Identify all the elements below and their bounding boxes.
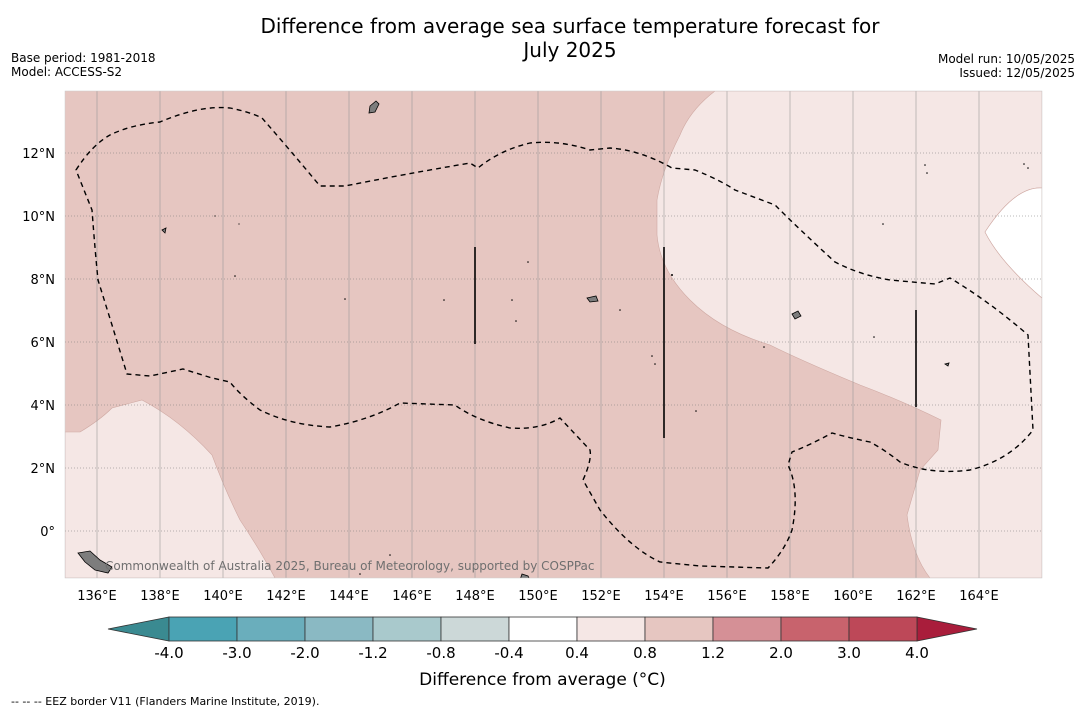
meridian-gridlines <box>96 91 980 578</box>
lat-label: 10°N <box>22 210 55 225</box>
eez-borders <box>75 106 1034 569</box>
lat-label: 4°N <box>31 399 56 414</box>
lon-label: 148°E <box>455 589 495 604</box>
colorbar-title: Difference from average (°C) <box>419 670 666 690</box>
lon-label: 146°E <box>392 589 432 604</box>
island-kosrae <box>944 362 950 367</box>
island-palau-north <box>161 227 167 234</box>
colorbar-segment <box>644 616 714 642</box>
colorbar-tick-label: -0.4 <box>494 644 523 662</box>
atolls <box>214 163 1029 575</box>
latitude-labels: 12°N 10°N 8°N 6°N 4°N 2°N 0° <box>22 147 55 540</box>
lon-label: 162°E <box>896 589 936 604</box>
map-frame <box>64 90 1043 579</box>
lon-label: 164°E <box>959 589 999 604</box>
no-data-patch <box>984 187 1042 299</box>
model-name-text: Model: ACCESS-S2 <box>11 65 123 79</box>
model-info: Base period: 1981-2018 Model: ACCESS-S2 <box>11 51 156 79</box>
lon-label: 136°E <box>77 589 117 604</box>
colorbar-over-arrow <box>916 616 978 642</box>
colorbar-ticks: -4.0 -3.0 -2.0 -1.2 -0.8 -0.4 0.4 0.8 1.2 2.0 3.0 4… <box>154 644 929 662</box>
colorbar-segment <box>576 616 646 642</box>
colorbar-segment <box>440 616 510 642</box>
colorbar-tick-label: -4.0 <box>154 644 183 662</box>
colorbar-segment <box>712 616 782 642</box>
island-guam-area <box>368 100 380 114</box>
run-info: Model run: 10/05/2025 Issued: 12/05/2025 <box>938 52 1075 80</box>
colorbar-tick-label: 1.2 <box>701 644 725 662</box>
lon-label: 144°E <box>329 589 369 604</box>
lat-label: 8°N <box>31 273 56 288</box>
parallel-gridlines <box>65 152 1042 532</box>
colorbar-segment <box>780 616 850 642</box>
lat-label: 12°N <box>22 147 55 162</box>
colorbar-tick-label: 2.0 <box>769 644 793 662</box>
colorbar-tick-label: -0.8 <box>426 644 455 662</box>
colorbar-segments <box>168 616 918 642</box>
lon-label: 160°E <box>833 589 873 604</box>
colorbar-tick-label: 0.4 <box>565 644 589 662</box>
island-new-guinea-coast <box>77 550 113 574</box>
eez-border-micronesia <box>75 106 1034 569</box>
island-new-ireland <box>520 573 530 578</box>
colorbar-segment <box>848 616 918 642</box>
anomaly-region-southwest-0-4-to-0-8 <box>65 399 276 578</box>
islands <box>77 100 950 578</box>
colorbar: -4.0 -3.0 -2.0 -1.2 -0.8 -0.4 0.4 0.8 1.2 2.0 3.0 4… <box>107 616 978 662</box>
island-chuuk <box>586 295 599 303</box>
colorbar-tick-label: 4.0 <box>905 644 929 662</box>
lon-label: 140°E <box>203 589 243 604</box>
colorbar-tick-label: -1.2 <box>358 644 387 662</box>
issued-text: Issued: 12/05/2025 <box>959 66 1075 80</box>
colorbar-tick-label: -3.0 <box>222 644 251 662</box>
lat-label: 0° <box>40 525 55 540</box>
base-period-text: Base period: 1981-2018 <box>11 51 156 65</box>
lon-label: 138°E <box>140 589 180 604</box>
colorbar-tick-label: -2.0 <box>290 644 319 662</box>
colorbar-segment <box>236 616 306 642</box>
lon-label: 154°E <box>644 589 684 604</box>
map-title-line2: July 2025 <box>523 38 617 62</box>
map-title-line1: Difference from average sea surface temp… <box>260 14 880 38</box>
island-pohnpei <box>791 310 802 320</box>
lon-label: 142°E <box>266 589 306 604</box>
lon-label: 156°E <box>707 589 747 604</box>
lon-label: 158°E <box>770 589 810 604</box>
longitude-labels: 136°E 138°E 140°E 142°E 144°E 146°E 148°… <box>77 589 999 604</box>
colorbar-segment <box>304 616 374 642</box>
colorbar-segment <box>508 616 578 642</box>
lon-label: 150°E <box>518 589 558 604</box>
boundary-segments <box>474 247 917 438</box>
lon-label: 152°E <box>581 589 621 604</box>
map-area: Commonwealth of Australia 2025, Bureau o… <box>65 91 1042 578</box>
colorbar-tick-label: 0.8 <box>633 644 657 662</box>
eez-footnote: -- -- -- EEZ border V11 (Flanders Marine… <box>11 695 320 708</box>
colorbar-segment <box>168 616 238 642</box>
colorbar-tick-label: 3.0 <box>837 644 861 662</box>
lat-label: 2°N <box>31 462 56 477</box>
colorbar-segment <box>372 616 442 642</box>
map-title: Difference from average sea surface temp… <box>200 14 940 62</box>
model-run-text: Model run: 10/05/2025 <box>937 52 1075 66</box>
lat-label: 6°N <box>31 336 56 351</box>
copyright-notice: Commonwealth of Australia 2025, Bureau o… <box>105 559 595 573</box>
colorbar-under-arrow <box>107 616 170 642</box>
